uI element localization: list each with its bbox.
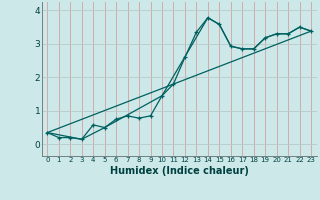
X-axis label: Humidex (Indice chaleur): Humidex (Indice chaleur) [110,166,249,176]
